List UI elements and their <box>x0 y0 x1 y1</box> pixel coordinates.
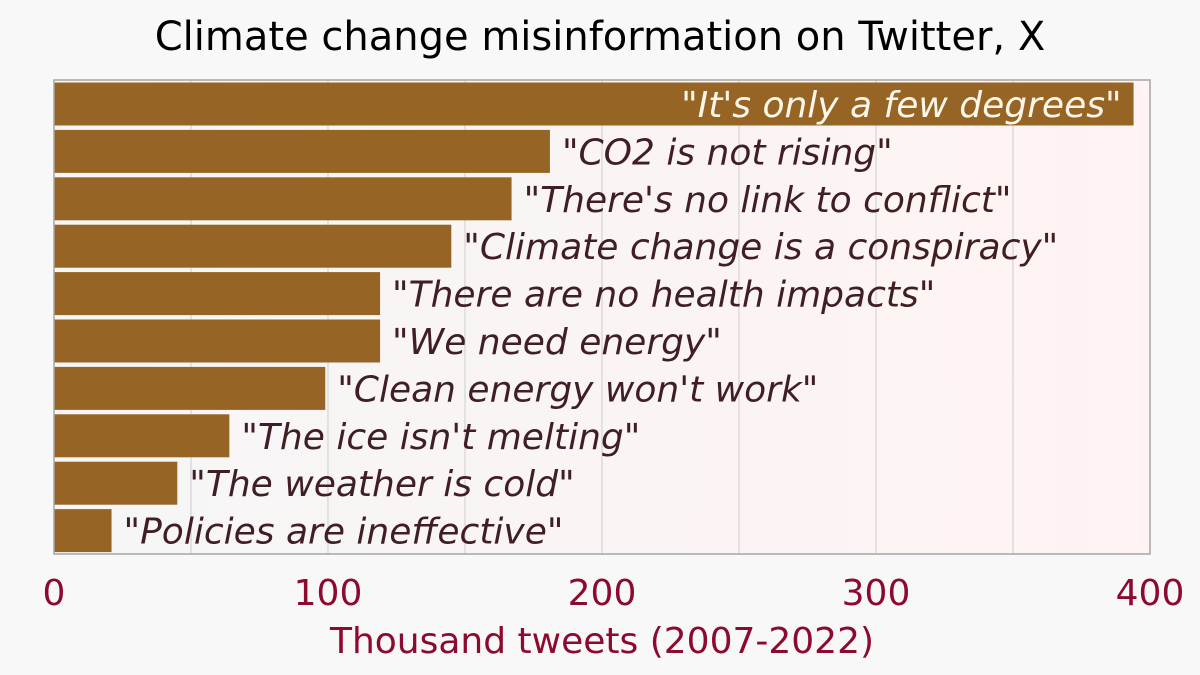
bar-label: "Climate change is a conspiracy" <box>463 227 1058 268</box>
bar-label: "We need energy" <box>392 322 722 363</box>
bar <box>54 319 381 363</box>
bar <box>54 366 326 410</box>
bar-label: "It's only a few degrees" <box>681 85 1121 126</box>
bar <box>54 224 452 268</box>
bar <box>54 461 178 505</box>
x-tick-label: 300 <box>842 573 911 614</box>
chart-title: Climate change misinformation on Twitter… <box>155 14 1046 60</box>
bar <box>54 82 1134 126</box>
bar-label: "CO2 is not rising" <box>562 132 893 173</box>
bar <box>54 509 112 553</box>
bar <box>54 129 550 173</box>
x-axis-label: Thousand tweets (2007-2022) <box>329 621 874 662</box>
bar <box>54 177 512 221</box>
x-tick-label: 200 <box>568 573 637 614</box>
bar-label: "There's no link to conflict" <box>524 180 1012 221</box>
bar-label: "There are no health impacts" <box>392 275 935 316</box>
x-axis-ticks: 0 100 200 300 400 <box>43 573 1185 614</box>
bar-label: "The weather is cold" <box>189 464 574 505</box>
bar <box>54 272 381 316</box>
bar-label: "Clean energy won't work" <box>337 369 818 410</box>
x-tick-label: 100 <box>294 573 363 614</box>
plot-frame <box>53 79 1151 555</box>
bars <box>54 82 1134 553</box>
bar-label: "The ice isn't melting" <box>241 417 640 458</box>
bar-label: "Policies are ineffective" <box>124 512 564 553</box>
bar-labels: "It's only a few degrees" "CO2 is not ris… <box>124 85 1122 553</box>
x-tick-label: 0 <box>43 573 66 614</box>
bar <box>54 414 230 458</box>
x-tick-label: 400 <box>1116 573 1185 614</box>
